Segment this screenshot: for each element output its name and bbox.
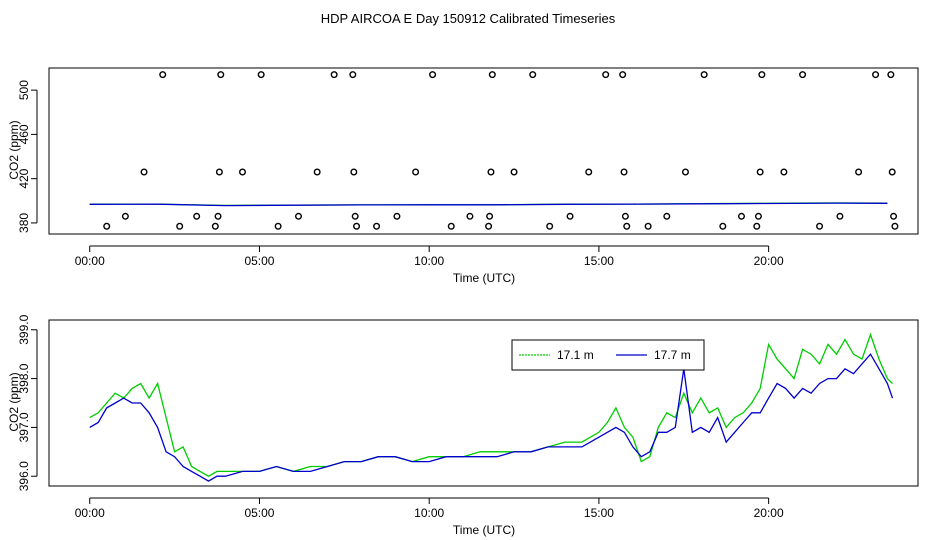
data-point xyxy=(700,71,708,79)
data-point xyxy=(623,222,631,230)
data-point xyxy=(257,71,265,79)
data-point xyxy=(466,212,474,220)
legend-label-17-7m: 17.7 m xyxy=(654,348,691,362)
data-point xyxy=(890,212,898,220)
data-point xyxy=(350,168,358,176)
x-axis-label: Time (UTC) xyxy=(453,523,515,537)
series-line-17-7-m xyxy=(89,202,888,207)
data-point xyxy=(238,168,246,176)
data-point xyxy=(758,71,766,79)
data-point xyxy=(644,222,652,230)
y-tick-label: 420 xyxy=(17,168,31,188)
data-point xyxy=(214,212,222,220)
data-point xyxy=(486,212,494,220)
data-point xyxy=(274,222,282,230)
data-point xyxy=(753,222,761,230)
x-axis-label: Time (UTC) xyxy=(453,271,515,285)
y-axis-label: CO2 (ppm) xyxy=(7,372,21,431)
data-point xyxy=(485,222,493,230)
data-point xyxy=(353,222,361,230)
data-point xyxy=(855,168,863,176)
data-point xyxy=(621,212,629,220)
data-point xyxy=(121,212,129,220)
data-point xyxy=(487,168,495,176)
data-point xyxy=(488,71,496,79)
plot-frame xyxy=(48,67,919,235)
data-point xyxy=(211,222,219,230)
data-point xyxy=(373,222,381,230)
y-tick-label: 396.0 xyxy=(17,461,31,491)
data-point xyxy=(887,71,895,79)
data-point xyxy=(754,212,762,220)
y-tick-label: 399.0 xyxy=(17,314,31,344)
data-point xyxy=(619,71,627,79)
data-point xyxy=(872,71,880,79)
y-tick-label: 380 xyxy=(17,213,31,233)
y-tick-label: 500 xyxy=(17,80,31,100)
data-point xyxy=(529,71,537,79)
data-point xyxy=(566,212,574,220)
data-point xyxy=(176,222,184,230)
x-tick-label: 15:00 xyxy=(584,254,614,268)
data-point xyxy=(294,212,302,220)
x-tick-label: 05:00 xyxy=(244,254,274,268)
data-point xyxy=(215,168,223,176)
x-tick-label: 10:00 xyxy=(414,506,444,520)
data-point xyxy=(602,71,610,79)
data-point xyxy=(412,168,420,176)
data-point xyxy=(620,168,628,176)
data-point xyxy=(447,222,455,230)
data-point xyxy=(140,168,148,176)
data-point xyxy=(780,168,788,176)
data-point xyxy=(891,222,899,230)
x-tick-label: 20:00 xyxy=(754,506,784,520)
legend: 17.1 m 17.7 m xyxy=(511,339,705,371)
data-point xyxy=(719,222,727,230)
data-point xyxy=(313,168,321,176)
data-point xyxy=(349,71,357,79)
data-point xyxy=(585,168,593,176)
data-point xyxy=(756,168,764,176)
data-point xyxy=(663,212,671,220)
data-point xyxy=(816,222,824,230)
x-tick-label: 10:00 xyxy=(414,254,444,268)
data-point xyxy=(103,222,111,230)
y-tick-label: 460 xyxy=(17,124,31,144)
y-axis-label: CO2 (ppm) xyxy=(7,120,21,179)
data-point xyxy=(836,212,844,220)
data-point xyxy=(888,168,896,176)
data-point xyxy=(393,212,401,220)
x-tick-label: 20:00 xyxy=(754,254,784,268)
data-point xyxy=(737,212,745,220)
data-point xyxy=(510,168,518,176)
data-point xyxy=(799,71,807,79)
data-point xyxy=(330,71,338,79)
line-panel: Time (UTC) CO2 (ppm) 00:00 05:00 10:00 15:0… xyxy=(7,314,919,537)
x-tick-label: 00:00 xyxy=(75,506,105,520)
plot-frame xyxy=(48,319,919,487)
x-tick-label: 05:00 xyxy=(244,506,274,520)
data-point xyxy=(159,71,167,79)
series-line-17-1-m xyxy=(89,332,893,477)
data-point xyxy=(546,222,554,230)
data-point xyxy=(351,212,359,220)
data-point xyxy=(429,71,437,79)
figure-title: HDP AIRCOA E Day 150912 Calibrated Times… xyxy=(321,11,616,26)
series-line-17-7-m xyxy=(89,353,894,482)
data-point xyxy=(217,71,225,79)
x-tick-label: 00:00 xyxy=(75,254,105,268)
y-tick-label: 398.0 xyxy=(17,363,31,393)
x-tick-label: 15:00 xyxy=(584,506,614,520)
scatter-panel: Time (UTC) CO2 (ppm) 00:00 05:00 10:00 15:0… xyxy=(7,67,919,285)
y-tick-label: 397.0 xyxy=(17,412,31,442)
legend-label-17-1m: 17.1 m xyxy=(557,348,594,362)
data-point xyxy=(193,212,201,220)
data-point xyxy=(681,168,689,176)
